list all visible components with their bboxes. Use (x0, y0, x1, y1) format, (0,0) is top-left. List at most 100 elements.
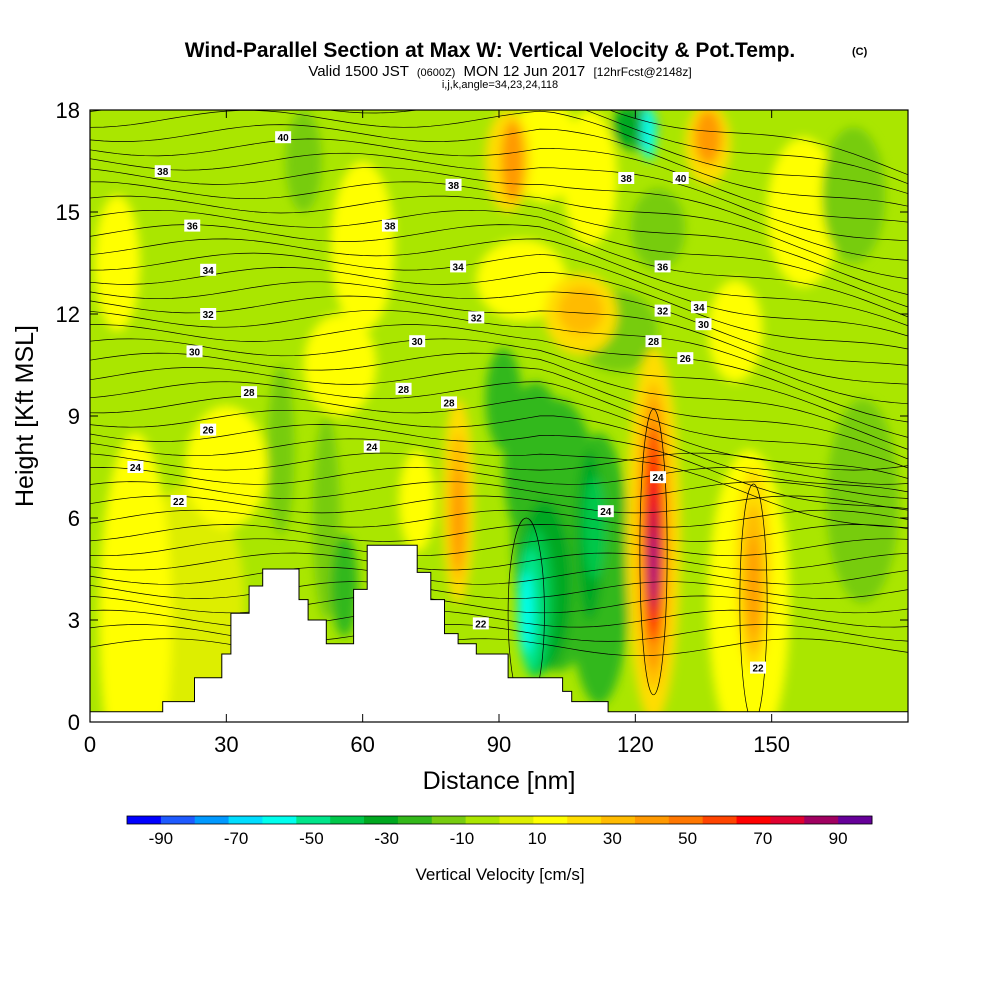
velocity-cell (612, 110, 640, 148)
theta-contour (90, 124, 908, 207)
contour-label: 24 (650, 471, 667, 484)
contour-label-text: 34 (453, 262, 465, 273)
subtitle-utc: (0600Z) (417, 67, 456, 79)
contour-label-text: 24 (366, 443, 378, 454)
velocity-cell (630, 188, 686, 270)
contour-label: 22 (472, 617, 489, 630)
contour-label-text: 22 (173, 497, 185, 508)
velocity-cell (285, 110, 322, 212)
theta-contour (90, 395, 908, 479)
velocity-cell (303, 314, 377, 416)
contour-label-text: 32 (471, 313, 483, 324)
theta-contour (608, 110, 908, 176)
velocity-cell (330, 161, 395, 331)
colorbar-swatch (431, 816, 467, 824)
colorbar-swatch (533, 816, 568, 824)
colorbar-swatch (262, 816, 297, 824)
contour-label: 30 (695, 318, 712, 331)
theta-contour (90, 438, 908, 529)
theta-contour (90, 295, 908, 385)
theta-contour (90, 281, 908, 366)
contour-label-text: 22 (475, 619, 487, 630)
theta-contour (90, 367, 908, 460)
contour-label-text: 28 (648, 337, 660, 348)
contour-label-text: 24 (652, 473, 664, 484)
colorbar-swatch (397, 816, 433, 824)
colorbar-label: Vertical Velocity [cm/s] (415, 865, 584, 884)
contour-label-box (468, 311, 485, 324)
contour-label-text: 36 (657, 262, 669, 273)
contour-label: 22 (750, 661, 767, 675)
theta-contour (90, 609, 908, 628)
contour-label: 32 (468, 311, 485, 324)
velocity-cell (694, 110, 722, 165)
colorbar-swatch (499, 816, 534, 824)
theta-contour (90, 495, 908, 514)
contour-label-text: 26 (203, 426, 215, 437)
colorbar-swatch (804, 816, 839, 824)
colorbar-swatch (160, 816, 196, 824)
contour-label-box (677, 352, 694, 365)
theta-contour (90, 352, 908, 450)
contour-label: 28 (241, 386, 258, 399)
contour-label-box (241, 386, 258, 399)
theta-contour (90, 581, 908, 599)
contour-label-text: 32 (657, 307, 669, 318)
contour-label-text: 24 (600, 507, 612, 518)
velocity-cell (826, 399, 899, 603)
contour-label-text: 38 (384, 222, 396, 233)
y-axis-label: Height [Kft MSL] (11, 325, 39, 507)
theta-contour (90, 524, 908, 542)
y-tick-label: 3 (68, 608, 80, 633)
contour-label: 26 (677, 352, 694, 365)
contour-labels: 40 38 38 38 38 40 36 36 34 34 34 32 32 32 30 30 30 28 28 28… (127, 131, 767, 675)
chart-subtitle-indices: i,j,k,angle=34,23,24,118 (442, 79, 558, 91)
theta-contour (90, 110, 908, 185)
theta-contour (90, 538, 908, 557)
contour-label: 28 (645, 335, 662, 348)
colorbar-swatch (296, 816, 331, 824)
contour-label-box (654, 304, 671, 317)
contour-label: 34 (690, 301, 707, 314)
theta-contour (90, 195, 908, 295)
colorbar-swatch (567, 816, 602, 824)
colorbar-swatch (838, 816, 873, 824)
velocity-cell (519, 572, 534, 654)
colorbar-swatch (228, 816, 263, 824)
contour-label: 40 (672, 172, 689, 185)
contour-label: 38 (618, 172, 635, 185)
contour-label-box (363, 440, 380, 453)
velocity-cell (562, 110, 618, 246)
velocity-cell (558, 286, 604, 335)
colorbar-tick-label: -50 (299, 829, 324, 848)
contour-label-box (750, 661, 767, 674)
y-tick-label: 18 (56, 98, 80, 123)
contour-label-box (170, 495, 187, 507)
contour-label-box (184, 219, 201, 232)
contour-label: 34 (200, 263, 217, 277)
contour-label-text: 24 (130, 463, 142, 474)
contour-label: 28 (441, 396, 458, 409)
theta-contour (90, 381, 908, 469)
contour-label: 38 (445, 178, 462, 192)
x-axis-label: Distance [nm] (423, 767, 576, 795)
copyright-mark: (C) (852, 46, 868, 58)
contour-label-box (127, 461, 144, 473)
potential-temperature-contours (90, 110, 908, 722)
theta-contour (90, 224, 908, 318)
contour-label-box (654, 260, 671, 273)
y-tick-label: 6 (68, 506, 80, 531)
colorbar-tick-label: 30 (603, 829, 622, 848)
x-tick-label: 120 (617, 732, 654, 757)
contour-label-box (472, 617, 489, 630)
colorbar-tick-label: -10 (450, 829, 475, 848)
contour-label-box (695, 318, 712, 331)
contour-label-box (409, 335, 426, 348)
theta-contour (90, 209, 908, 308)
theta-contour (90, 309, 908, 405)
velocity-cell (708, 280, 763, 382)
contour-label-box (154, 165, 171, 178)
theta-contour (90, 181, 908, 280)
theta-contour (90, 138, 908, 223)
colorbar-swatch (634, 816, 670, 824)
